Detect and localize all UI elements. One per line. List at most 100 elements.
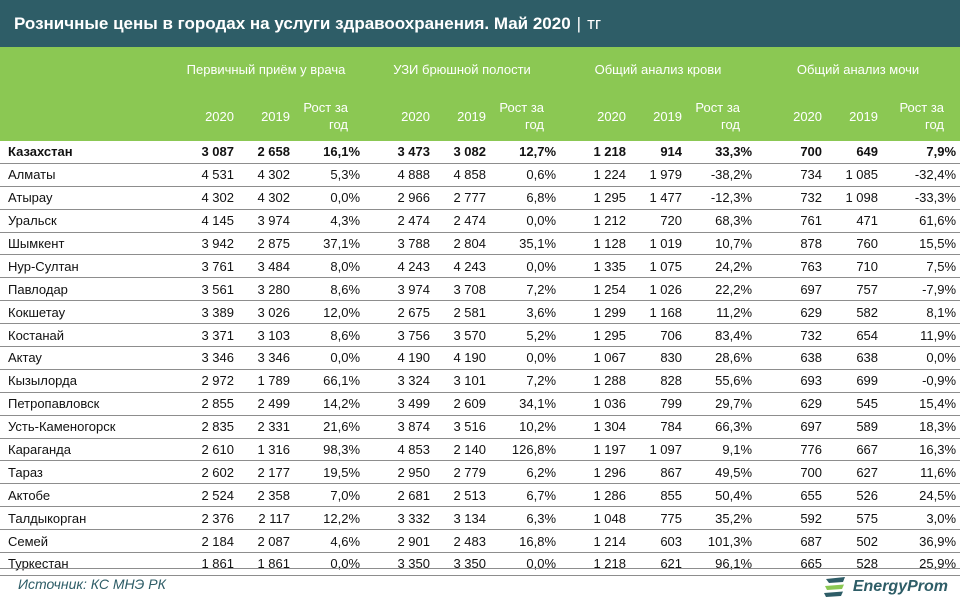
value-2020: 1 304 — [560, 415, 631, 439]
table-row: Павлодар 3 561 3 280 8,6% 3 974 3 708 7,2% 1 25… — [0, 277, 960, 302]
growth-value: 3,0% — [882, 506, 960, 531]
value-2019: 3 280 — [238, 277, 294, 302]
growth-value: -33,3% — [882, 186, 960, 210]
table-row: Кокшетау 3 389 3 026 12,0% 2 675 2 581 3,6% 1 2… — [0, 300, 960, 325]
value-2020: 3 499 — [364, 392, 435, 416]
col-2019: 2019 — [261, 108, 290, 124]
growth-value: 0,0% — [882, 346, 960, 370]
table-body: Казахстан 3 087 2 658 16,1% 3 473 3 082 12,7% 1… — [0, 141, 960, 576]
growth-value: 4,3% — [294, 209, 365, 233]
value-2019: 757 — [826, 277, 883, 302]
value-2020: 1 861 — [168, 552, 238, 576]
value-2019: 1 019 — [630, 232, 687, 256]
growth-value: 50,4% — [686, 483, 757, 508]
value-2020: 761 — [756, 209, 827, 233]
growth-value: 0,0% — [490, 346, 561, 370]
value-2020: 763 — [756, 254, 827, 279]
table-row: Кызылорда 2 972 1 789 66,1% 3 324 3 101 7,2% 1 … — [0, 369, 960, 393]
value-2020: 2 376 — [168, 506, 238, 531]
value-2019: 1 098 — [826, 186, 883, 210]
value-2019: 1 316 — [238, 438, 294, 462]
growth-value: 12,0% — [294, 300, 365, 325]
value-2019: 2 087 — [238, 529, 294, 554]
value-2019: 1 979 — [630, 163, 687, 187]
value-2019: 3 974 — [238, 209, 294, 233]
value-2019: 3 101 — [434, 369, 491, 393]
value-2020: 697 — [756, 277, 827, 302]
city-name: Шымкент — [0, 232, 168, 256]
growth-value: -7,9% — [882, 277, 960, 302]
growth-value: 7,0% — [294, 483, 365, 508]
value-2019: 4 302 — [238, 186, 294, 210]
value-2020: 592 — [756, 506, 827, 531]
growth-value: 11,9% — [882, 323, 960, 348]
value-2020: 3 756 — [364, 323, 435, 348]
value-2020: 1 212 — [560, 209, 631, 233]
value-2019: 1 026 — [630, 277, 687, 302]
growth-value: 11,6% — [882, 460, 960, 485]
value-2020: 3 473 — [364, 141, 435, 164]
value-2019: 1 861 — [238, 552, 294, 576]
value-2020: 1 197 — [560, 438, 631, 462]
value-2019: 3 708 — [434, 277, 491, 302]
value-2020: 1 218 — [560, 552, 631, 576]
growth-value: 10,2% — [490, 415, 561, 439]
growth-value: 61,6% — [882, 209, 960, 233]
city-name: Семей — [0, 529, 168, 554]
value-2020: 878 — [756, 232, 827, 256]
growth-value: 9,1% — [686, 438, 757, 462]
growth-value: 0,0% — [490, 552, 561, 576]
value-2020: 629 — [756, 392, 827, 416]
value-2020: 2 602 — [168, 460, 238, 485]
growth-value: -12,3% — [686, 186, 757, 210]
col-2019: 2019 — [849, 108, 879, 124]
value-2020: 4 145 — [168, 209, 238, 233]
value-2020: 1 214 — [560, 529, 631, 554]
growth-value: 6,2% — [490, 460, 561, 485]
growth-value: 33,3% — [686, 141, 757, 164]
value-2019: 2 499 — [238, 392, 294, 416]
footer: Источник: КС МНЭ РК EnergyProm — [0, 570, 960, 605]
value-2020: 3 332 — [364, 506, 435, 531]
value-2019: 2 513 — [434, 483, 491, 508]
growth-value: 28,6% — [686, 346, 757, 370]
city-name: Актобе — [0, 483, 168, 508]
city-name: Усть-Каменогорск — [0, 415, 168, 439]
value-2020: 1 254 — [560, 277, 631, 302]
growth-value: 7,2% — [490, 277, 561, 302]
growth-value: 24,5% — [882, 483, 960, 508]
city-name: Уральск — [0, 209, 168, 233]
value-2019: 2 609 — [434, 392, 491, 416]
value-2020: 732 — [756, 323, 827, 348]
value-2020: 776 — [756, 438, 827, 462]
col-2020: 2020 — [597, 108, 627, 124]
value-2019: 775 — [630, 506, 687, 531]
value-2019: 2 483 — [434, 529, 491, 554]
city-name: Казахстан — [0, 141, 168, 164]
value-2019: 1 477 — [630, 186, 687, 210]
growth-value: 22,2% — [686, 277, 757, 302]
value-2020: 3 561 — [168, 277, 238, 302]
group-header: УЗИ брюшной полости — [393, 61, 531, 77]
growth-value: 11,2% — [686, 300, 757, 325]
growth-value: 18,3% — [882, 415, 960, 439]
value-2019: 4 243 — [434, 254, 491, 279]
logo-wordmark: EnergyProm — [852, 578, 948, 595]
growth-value: 16,1% — [294, 141, 365, 164]
col-2020: 2020 — [401, 108, 431, 124]
value-2019: 830 — [630, 346, 687, 370]
value-2020: 2 950 — [364, 460, 435, 485]
group-header-row: Первичный приём у врача УЗИ брюшной поло… — [0, 47, 960, 91]
value-2019: 3 516 — [434, 415, 491, 439]
subheader-row: 2020 2019 Рост за год 2020 2019 Рост за … — [0, 91, 960, 141]
value-2019: 2 177 — [238, 460, 294, 485]
value-2019: 654 — [826, 323, 883, 348]
value-2020: 1 295 — [560, 323, 631, 348]
growth-value: 35,2% — [686, 506, 757, 531]
table-row: Актобе 2 524 2 358 7,0% 2 681 2 513 6,7% 1 286 8… — [0, 483, 960, 508]
brand-logo: EnergyProm — [823, 572, 948, 602]
value-2019: 2 581 — [434, 300, 491, 325]
title-bar: Розничные цены в городах на услуги здрав… — [0, 0, 960, 47]
value-2020: 2 474 — [364, 209, 435, 233]
value-2019: 582 — [826, 300, 883, 325]
